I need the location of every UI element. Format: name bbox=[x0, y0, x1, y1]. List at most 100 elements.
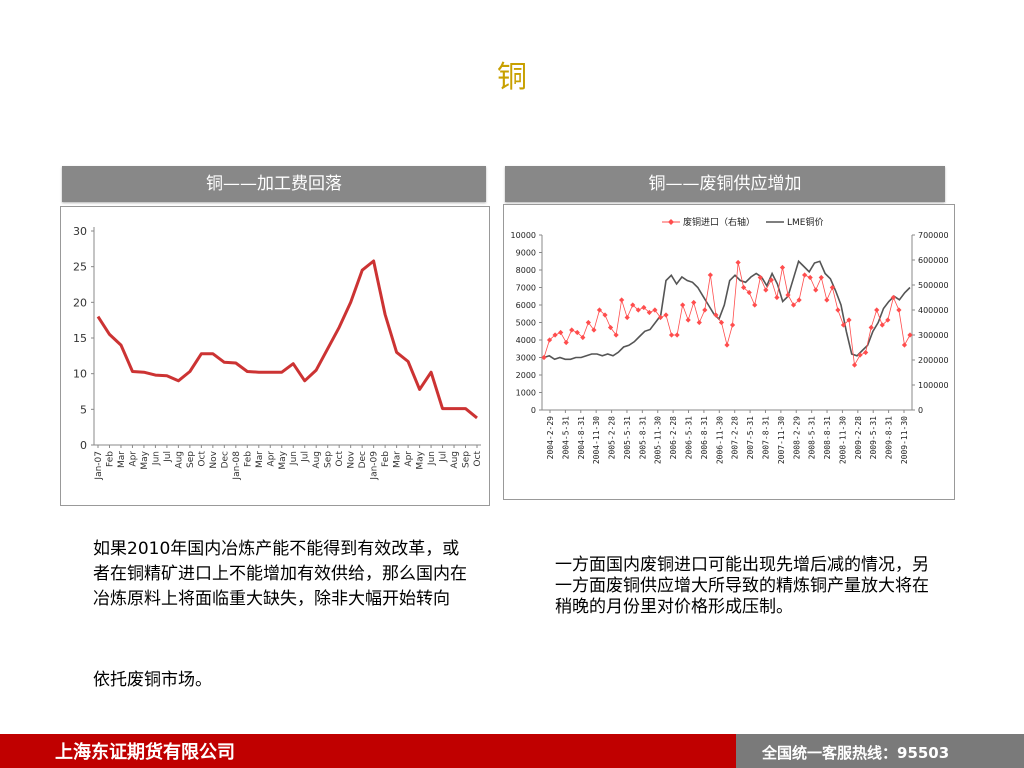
scrap-import-point bbox=[807, 274, 813, 281]
x-tick-label: Aug bbox=[450, 451, 460, 469]
scrap-import-point bbox=[596, 307, 603, 313]
x-tick-label: 2004-11-30 bbox=[592, 416, 601, 464]
scrap-import-point bbox=[657, 314, 664, 321]
x-tick-label: 2005-8-31 bbox=[638, 416, 647, 460]
scrap-import-point bbox=[668, 332, 675, 338]
x-tick-label: 2006-2-28 bbox=[669, 416, 678, 460]
scrap-import-point bbox=[552, 332, 558, 338]
x-tick-label: Nov bbox=[347, 450, 357, 468]
footer-hotline: 全国统一客服热线：95503 bbox=[762, 744, 950, 762]
x-tick-label: May bbox=[140, 450, 150, 469]
scrap-import-point bbox=[890, 294, 896, 301]
left-y-tick-label: 0 bbox=[531, 406, 536, 415]
legend-scrap-swatch-marker bbox=[668, 219, 674, 225]
scrap-import-point bbox=[818, 274, 824, 281]
scrap-import-point bbox=[691, 299, 697, 306]
scrap-import-point bbox=[757, 274, 763, 281]
scrap-import-point bbox=[829, 284, 835, 291]
x-tick-label: 2006-8-31 bbox=[700, 416, 709, 460]
scrap-import-point bbox=[602, 312, 608, 318]
scrap-import-point bbox=[752, 302, 758, 308]
x-tick-label: Apr bbox=[266, 451, 276, 467]
x-tick-label: 2004-8-31 bbox=[577, 416, 586, 460]
right-y-tick-label: 700000 bbox=[918, 231, 949, 240]
scrap-import-point bbox=[713, 312, 719, 318]
scrap-import-point bbox=[763, 287, 769, 293]
scrap-import-point bbox=[785, 292, 791, 298]
x-tick-label: Jul bbox=[301, 451, 311, 463]
slide-title: 铜 bbox=[497, 60, 527, 95]
footer-company-name: 上海东证期货有限公司 bbox=[55, 742, 235, 763]
scrap-import-point bbox=[729, 322, 736, 328]
scrap-import-series-line bbox=[543, 262, 911, 367]
scrap-import-point bbox=[846, 317, 852, 323]
scrap-import-point bbox=[619, 297, 625, 303]
x-tick-label: 2009-8-31 bbox=[885, 416, 894, 460]
x-tick-label: 2007-5-31 bbox=[746, 416, 755, 460]
lme-price-series-line bbox=[543, 259, 911, 361]
scrap-import-point bbox=[835, 307, 841, 313]
y-tick-label: 25 bbox=[73, 261, 87, 274]
right-y-tick-label: 600000 bbox=[918, 256, 949, 265]
left-y-tick-label: 8000 bbox=[516, 266, 536, 275]
scrap-import-point bbox=[863, 349, 869, 356]
x-tick-label: Jun bbox=[151, 451, 161, 466]
scrap-import-point bbox=[707, 272, 713, 278]
y-tick-label: 10 bbox=[73, 368, 87, 381]
x-tick-label: Oct bbox=[473, 451, 483, 467]
scrap-import-point bbox=[563, 339, 569, 346]
x-tick-label: Jan-09 bbox=[370, 451, 380, 481]
x-tick-label: Feb bbox=[243, 451, 253, 467]
right-y-tick-label: 0 bbox=[918, 406, 923, 415]
footer-hotline-box: 全国统一客服热线：95503 bbox=[736, 734, 1024, 768]
scrap-import-point bbox=[574, 329, 580, 336]
scrap-import-point bbox=[541, 354, 547, 361]
x-tick-label: 2008-2-29 bbox=[792, 416, 801, 460]
left-y-tick-label: 4000 bbox=[516, 336, 536, 345]
scrap-import-point bbox=[607, 324, 614, 331]
x-tick-label: Mar bbox=[255, 451, 265, 468]
x-tick-label: Jan-07 bbox=[94, 451, 104, 481]
scrap-import-point bbox=[724, 342, 730, 348]
processing-fee-chart: 0 5 10 15 20 25 30 Jan-07 Feb Mar Apr May Jun Jul Aug S… bbox=[60, 206, 490, 506]
scrap-import-point bbox=[685, 317, 691, 323]
scrap-import-point bbox=[702, 307, 708, 313]
x-tick-label: 2009-5-31 bbox=[869, 416, 878, 460]
scrap-import-point bbox=[868, 324, 874, 331]
footer-bar: 上海东证期货有限公司 全国统一客服热线：95503 bbox=[0, 734, 1024, 768]
scrap-import-point bbox=[591, 327, 597, 333]
x-tick-label: Mar bbox=[393, 451, 403, 468]
scrap-import-point bbox=[802, 272, 808, 278]
y-tick-label: 5 bbox=[80, 403, 87, 416]
x-tick-label: 2005-11-30 bbox=[654, 416, 663, 464]
x-tick-label: Oct bbox=[197, 451, 207, 467]
scrap-import-point bbox=[646, 309, 652, 316]
scrap-import-point bbox=[585, 319, 591, 326]
scrap-import-point bbox=[674, 332, 680, 338]
scrap-import-point bbox=[680, 302, 686, 308]
scrap-copper-chart-svg: 0 1000 2000 3000 4000 5000 6000 7000 8000 9000 100… bbox=[511, 216, 949, 464]
scrap-import-point bbox=[569, 327, 575, 333]
x-tick-label: Jan-08 bbox=[232, 451, 242, 481]
scrap-import-point bbox=[558, 329, 564, 336]
scrap-import-point bbox=[874, 307, 880, 313]
x-tick-label: 2005-5-31 bbox=[623, 416, 632, 460]
x-tick-label: 2008-11-30 bbox=[838, 416, 847, 464]
left-panel-header: 铜——加工费回落 bbox=[62, 166, 486, 202]
right-y-tick-label: 500000 bbox=[918, 281, 949, 290]
x-tick-label: 2004-5-31 bbox=[561, 416, 570, 460]
legend-scrap-label: 废铜进口（右轴） bbox=[683, 216, 755, 228]
x-tick-label: Sep bbox=[462, 451, 472, 468]
y-tick-label: 15 bbox=[73, 332, 87, 345]
x-tick-label: 2007-8-31 bbox=[761, 416, 770, 460]
scrap-import-point bbox=[824, 297, 830, 303]
right-y-tick-label: 100000 bbox=[918, 381, 949, 390]
y-tick-label: 30 bbox=[73, 225, 87, 238]
scrap-import-point bbox=[735, 259, 741, 266]
scrap-import-point bbox=[896, 307, 902, 313]
x-tick-label: Sep bbox=[324, 451, 334, 468]
scrap-import-point bbox=[813, 287, 819, 293]
left-paragraph: 如果2010年国内冶炼产能不能得到有效改革，或者在铜精矿进口上不能增加有效供给，… bbox=[93, 539, 467, 609]
x-tick-label: Aug bbox=[174, 451, 184, 469]
scrap-import-point bbox=[879, 322, 885, 328]
